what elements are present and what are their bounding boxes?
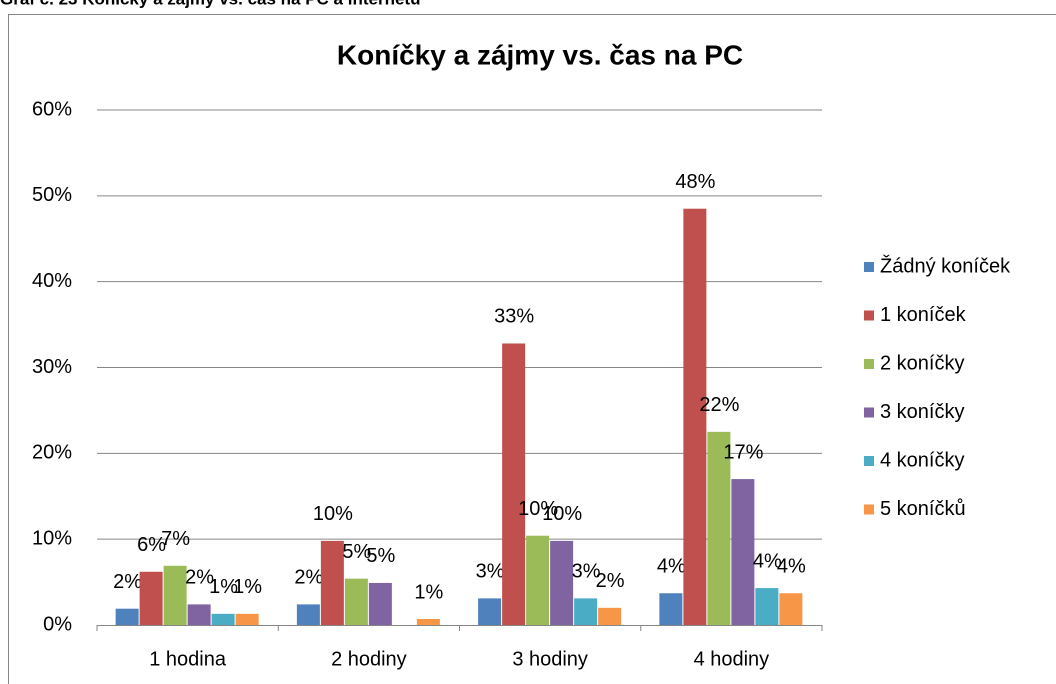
- data-label: 10%: [313, 503, 353, 525]
- y-tick-label: 40%: [32, 270, 72, 292]
- data-label: 6%: [137, 534, 166, 556]
- data-label: 1%: [233, 576, 262, 598]
- bar: [526, 535, 550, 625]
- bar: [550, 540, 574, 625]
- y-tick-label: 50%: [32, 184, 72, 206]
- bar: [416, 618, 440, 625]
- bar: [320, 540, 344, 625]
- data-label: 10%: [542, 503, 582, 525]
- legend-swatch: [864, 407, 874, 418]
- bar: [235, 613, 259, 625]
- data-label: 48%: [675, 171, 715, 193]
- bar: [574, 598, 598, 625]
- bar: [478, 598, 502, 625]
- data-label: 33%: [494, 306, 534, 328]
- bar: [779, 593, 803, 625]
- bar: [139, 571, 163, 625]
- legend-swatch: [864, 310, 874, 321]
- data-label: 22%: [699, 394, 739, 416]
- bar: [368, 582, 392, 625]
- x-tick-label: 2 hodiny: [331, 648, 407, 670]
- data-label: 1%: [414, 581, 443, 603]
- data-label: 1%: [209, 576, 238, 598]
- legend-label: 3 koníčky: [880, 401, 964, 423]
- legend-swatch: [864, 262, 874, 272]
- data-label: 4%: [753, 550, 782, 572]
- y-tick-label: 20%: [32, 442, 72, 464]
- bar: [211, 613, 235, 625]
- bar: [755, 588, 779, 625]
- y-tick-label: 0%: [43, 613, 72, 635]
- bar: [731, 479, 755, 625]
- data-label: 2%: [294, 567, 323, 589]
- data-label: 5%: [342, 541, 371, 563]
- bar: [187, 604, 211, 625]
- bar: [163, 565, 187, 625]
- bar: [683, 208, 707, 626]
- y-tick-label: 30%: [32, 356, 72, 378]
- bar: [659, 593, 683, 625]
- bar: [707, 431, 731, 625]
- legend-swatch: [864, 359, 874, 369]
- legend-label: 2 koníčky: [880, 352, 964, 374]
- legend-swatch: [864, 456, 874, 466]
- y-tick-label: 10%: [32, 527, 72, 549]
- bar: [502, 343, 526, 625]
- y-tick-label: 60%: [32, 98, 72, 120]
- data-label: 3%: [476, 561, 505, 583]
- data-label: 2%: [185, 567, 214, 589]
- data-label: 2%: [596, 570, 625, 592]
- legend-label: Žádný koníček: [880, 254, 1011, 277]
- x-tick-label: 3 hodiny: [512, 648, 588, 670]
- bar: [115, 608, 139, 625]
- legend-label: 1 koníček: [880, 304, 967, 326]
- x-tick-label: 4 hodiny: [694, 648, 770, 670]
- x-tick-label: 1 hodina: [149, 648, 227, 670]
- bar: [296, 604, 320, 625]
- chart-border: [8, 14, 1056, 684]
- caption: Graf č. 23 Koníčky a zájmy vs. čas na PC…: [0, 0, 420, 8]
- data-label: 2%: [113, 571, 142, 593]
- data-label: 17%: [723, 441, 763, 463]
- legend-swatch: [864, 504, 874, 515]
- data-label: 10%: [518, 498, 558, 520]
- data-label: 4%: [657, 556, 686, 578]
- chart-title: Koníčky a zájmy vs. čas na PC: [337, 39, 743, 70]
- data-label: 5%: [366, 545, 395, 567]
- bar: [598, 607, 622, 625]
- data-label: 3%: [572, 561, 601, 583]
- data-label: 4%: [777, 556, 806, 578]
- bar: [344, 578, 368, 625]
- data-label: 7%: [161, 528, 190, 550]
- legend-label: 5 koníčků: [880, 498, 966, 520]
- legend-label: 4 koníčky: [880, 449, 964, 471]
